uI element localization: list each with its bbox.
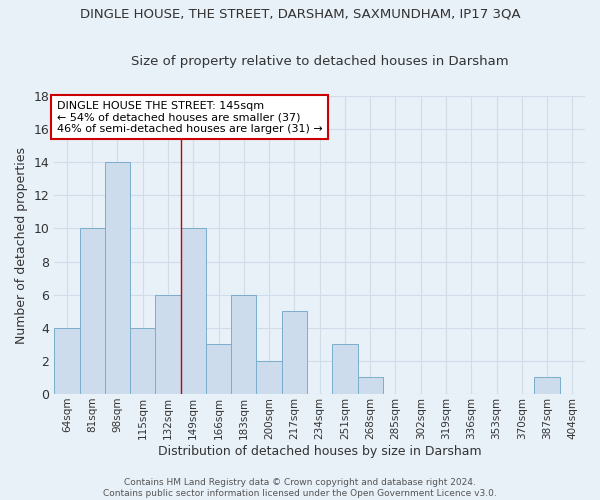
Bar	[54, 328, 80, 394]
Bar	[130, 328, 155, 394]
Bar	[332, 344, 358, 394]
X-axis label: Distribution of detached houses by size in Darsham: Distribution of detached houses by size …	[158, 444, 481, 458]
Bar	[282, 312, 307, 394]
Bar	[256, 361, 282, 394]
Text: Contains HM Land Registry data © Crown copyright and database right 2024.
Contai: Contains HM Land Registry data © Crown c…	[103, 478, 497, 498]
Y-axis label: Number of detached properties: Number of detached properties	[15, 146, 28, 344]
Bar	[80, 228, 105, 394]
Title: Size of property relative to detached houses in Darsham: Size of property relative to detached ho…	[131, 56, 508, 68]
Bar	[155, 294, 181, 394]
Bar	[358, 378, 383, 394]
Bar	[535, 378, 560, 394]
Bar	[206, 344, 231, 394]
Bar	[105, 162, 130, 394]
Bar	[181, 228, 206, 394]
Bar	[231, 294, 256, 394]
Text: DINGLE HOUSE THE STREET: 145sqm
← 54% of detached houses are smaller (37)
46% of: DINGLE HOUSE THE STREET: 145sqm ← 54% of…	[57, 100, 323, 134]
Text: DINGLE HOUSE, THE STREET, DARSHAM, SAXMUNDHAM, IP17 3QA: DINGLE HOUSE, THE STREET, DARSHAM, SAXMU…	[80, 8, 520, 20]
